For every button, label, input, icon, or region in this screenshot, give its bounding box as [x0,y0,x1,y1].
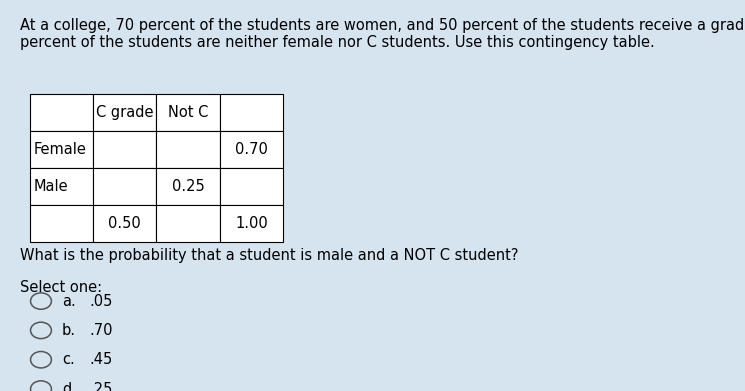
Text: 1.00: 1.00 [235,216,267,231]
Bar [156,94,220,131]
Ellipse shape [31,352,51,368]
Text: Male: Male [34,179,68,194]
Text: At a college, 70 percent of the students are women, and 50 percent of the studen: At a college, 70 percent of the students… [20,18,745,32]
Bar [93,94,156,131]
Bar [220,205,283,242]
Bar [220,94,283,131]
Bar [30,131,93,168]
Bar [30,94,93,131]
Text: What is the probability that a student is male and a NOT C student?: What is the probability that a student i… [20,248,519,263]
Bar [220,168,283,205]
Bar [93,205,156,242]
Text: .70: .70 [89,323,113,338]
Text: percent of the students are neither female nor C students. Use this contingency : percent of the students are neither fema… [20,35,655,50]
Ellipse shape [31,322,51,339]
Text: c.: c. [62,352,74,367]
Bar [30,168,93,205]
Text: b.: b. [62,323,76,338]
Ellipse shape [31,381,51,391]
Text: 0.50: 0.50 [109,216,141,231]
Text: .05: .05 [89,294,112,308]
Text: 0.70: 0.70 [235,142,268,157]
Bar [93,168,156,205]
Bar [93,131,156,168]
Ellipse shape [31,293,51,309]
Text: Not C: Not C [168,105,209,120]
Bar [156,131,220,168]
Text: Select one:: Select one: [20,280,102,294]
Bar [30,205,93,242]
Text: d.: d. [62,382,76,391]
Text: C grade: C grade [96,105,153,120]
Bar [220,131,283,168]
Text: a.: a. [62,294,75,308]
Bar [156,168,220,205]
Text: Female: Female [34,142,86,157]
Text: .25: .25 [89,382,112,391]
Text: 0.25: 0.25 [172,179,204,194]
Text: .45: .45 [89,352,112,367]
Bar [156,205,220,242]
